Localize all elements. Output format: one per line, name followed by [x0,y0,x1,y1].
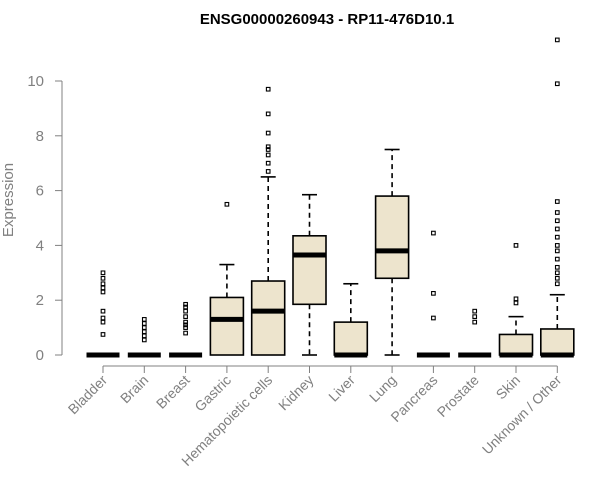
outlier-point [100,281,106,287]
outlier-point [554,281,560,287]
y-tick-label: 10 [27,73,44,90]
box-iqr [209,296,245,356]
outlier-point [554,199,560,204]
outlier-point [265,160,271,166]
x-tick-label: Bladder [65,372,111,418]
outlier-point [554,210,560,215]
outlier-point [100,285,106,291]
plot-area [86,37,575,358]
y-tick-label: 0 [36,347,44,364]
y-axis: 0 2 4 6 8 10 [27,73,63,364]
outlier-point [431,315,436,321]
outlier-point [265,86,271,92]
outlier-point [141,321,147,326]
box-iqr [498,333,534,356]
box-group [250,86,286,356]
y-axis-label: Expression [0,163,17,237]
outlier-point [265,152,271,158]
outlier-point [100,315,106,321]
outlier-point [265,147,271,152]
outlier-point [100,275,106,281]
y-tick-label: 2 [36,292,44,309]
x-tick-label: Skin [493,372,524,403]
outlier-point [265,111,271,117]
box-group [539,37,575,358]
outlier-point [554,234,560,240]
outlier-point [431,290,436,296]
box-group [86,270,120,358]
outlier-point [183,304,188,310]
outlier-point [554,37,560,43]
box-iqr [333,321,369,356]
outlier-point [513,300,519,306]
outlier-point [100,289,106,295]
outlier-point [472,314,478,319]
box-group [458,308,492,358]
outlier-point [183,308,188,314]
outlier-point [472,308,478,314]
outlier-point [554,226,560,232]
outlier-point [224,201,230,207]
outlier-point [183,322,188,328]
y-tick-label: 6 [36,183,44,200]
outlier-point [554,248,560,254]
x-tick-label: Kidney [275,372,317,414]
box-group [292,193,327,356]
x-tick-label: Prostate [434,372,482,420]
outlier-point [100,270,106,276]
outlier-point [141,317,147,322]
outlier-point [554,264,560,270]
outlier-point [554,270,560,276]
y-tick-label: 4 [36,237,44,254]
chart-title: ENSG00000260943 - RP11-476D10.1 [200,11,454,28]
box-iqr [539,328,575,356]
box-iqr [250,280,286,356]
box-group [333,282,369,358]
outlier-point [183,330,188,336]
outlier-point [141,329,147,335]
outlier-point [183,319,188,325]
outlier-point [554,275,560,281]
outlier-point [141,333,147,339]
box-group [374,148,410,356]
box-group [416,230,450,358]
outlier-point [431,230,436,236]
outlier-point [100,332,106,337]
outlier-point [265,169,271,174]
outlier-point [100,319,106,325]
outlier-point [141,337,147,343]
outlier-point [183,325,188,330]
x-tick-label: Liver [325,372,358,405]
box-group [169,301,203,358]
outlier-point [554,81,560,87]
outlier-point [141,325,147,330]
outlier-point [472,319,478,325]
box-group [498,243,534,358]
y-tick-label: 8 [36,128,44,145]
outlier-point [513,296,519,302]
outlier-point [554,243,560,248]
outlier-point [183,314,188,319]
box-group [127,317,161,358]
box-group [209,201,245,356]
outlier-point [554,218,560,224]
outlier-point [554,256,560,262]
outlier-point [265,144,271,150]
x-tick-label: Brain [117,372,151,406]
outlier-point [265,130,271,136]
outlier-point [100,308,106,314]
x-tick-label: Breast [153,372,193,412]
box-iqr [292,235,327,306]
x-tick-label: Lung [366,372,399,405]
outlier-point [513,243,519,248]
outlier-point [183,301,188,307]
box-iqr [374,195,410,280]
